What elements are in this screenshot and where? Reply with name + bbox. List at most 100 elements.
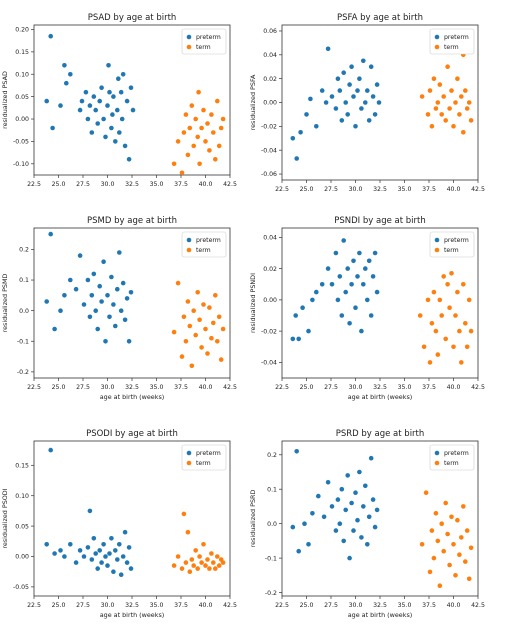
data-point [372, 250, 378, 256]
data-point [447, 106, 452, 111]
data-point [445, 282, 450, 287]
data-point [187, 569, 193, 574]
data-point [189, 557, 195, 562]
x-tick-label: 25.0 [52, 384, 66, 391]
data-point [199, 560, 204, 565]
data-point [419, 94, 425, 99]
data-point [205, 121, 210, 126]
data-point [183, 339, 189, 344]
data-point [363, 100, 368, 105]
y-tick-label: 0.15 [15, 463, 29, 470]
data-point [183, 560, 189, 565]
data-point [372, 112, 378, 117]
y-tick-label: 0.1 [267, 486, 277, 493]
legend-marker [186, 460, 192, 466]
series-preterm [290, 238, 380, 342]
data-point [105, 563, 110, 568]
data-point [87, 103, 93, 108]
data-point [457, 552, 462, 557]
data-point [52, 326, 57, 332]
data-point [463, 321, 468, 326]
data-point [339, 486, 345, 492]
data-point [423, 490, 429, 496]
data-point [339, 118, 345, 123]
data-point [209, 335, 214, 341]
data-point [357, 76, 362, 81]
x-tick-label: 30.0 [349, 602, 363, 609]
y-tick-label: 0.02 [263, 266, 277, 273]
x-tick-label: 25.0 [300, 602, 314, 609]
chart-title: PSODI by age at birth [86, 429, 178, 439]
x-tick-label: 27.5 [76, 602, 90, 609]
x-tick-label: 37.5 [174, 602, 188, 609]
y-tick-label: 0.04 [263, 52, 277, 59]
x-axis-label: age at birth (weeks) [348, 393, 413, 401]
data-point [207, 566, 212, 571]
data-point [464, 528, 470, 533]
data-point [427, 569, 433, 575]
data-point [195, 566, 200, 571]
data-point [97, 98, 102, 104]
data-point [207, 305, 212, 310]
y-tick-label: 0.00 [263, 297, 277, 304]
data-point [464, 106, 470, 111]
y-tick-label: 0.00 [15, 554, 29, 561]
data-point [120, 72, 126, 77]
data-point [333, 106, 339, 111]
data-point [122, 143, 128, 149]
data-point [52, 551, 57, 556]
data-point [351, 528, 356, 533]
data-point [455, 517, 460, 523]
data-point [425, 297, 431, 303]
data-point [376, 100, 382, 105]
data-point [431, 76, 437, 81]
data-point [81, 554, 87, 559]
data-point [335, 497, 341, 502]
data-point [300, 305, 305, 311]
data-point [427, 88, 433, 93]
x-tick-label: 37.5 [174, 181, 188, 188]
data-point [175, 554, 181, 559]
data-point [355, 274, 360, 279]
x-tick-label: 30.0 [101, 181, 115, 188]
data-point [433, 511, 439, 516]
data-point [128, 566, 134, 571]
legend-marker [186, 237, 192, 243]
legend-label: preterm [444, 450, 469, 457]
legend: preterm term [181, 231, 227, 258]
data-point [461, 282, 466, 287]
data-point [372, 524, 378, 530]
data-point [211, 560, 216, 565]
data-point [215, 339, 220, 344]
x-tick-label: 42.5 [223, 602, 237, 609]
data-point [353, 124, 358, 129]
data-point [451, 344, 456, 350]
y-tick-label: 0.00 [263, 100, 277, 107]
data-point [101, 116, 106, 122]
data-point [455, 76, 460, 81]
data-point [73, 286, 79, 292]
series-term [171, 89, 226, 176]
y-tick-label: 0.00 [15, 116, 29, 123]
data-point [77, 548, 83, 553]
data-point [349, 282, 354, 287]
data-point [431, 555, 437, 561]
data-point [179, 170, 185, 176]
data-point [193, 548, 198, 553]
data-point [341, 538, 347, 544]
data-point [183, 112, 189, 117]
legend: preterm term [429, 28, 475, 55]
data-point [95, 121, 100, 126]
data-point [189, 363, 195, 369]
data-point [337, 88, 343, 93]
data-point [437, 297, 443, 303]
data-point [203, 139, 208, 144]
data-point [199, 345, 204, 350]
data-point [429, 528, 435, 533]
data-point [109, 536, 114, 541]
legend-box [429, 28, 475, 55]
data-point [213, 566, 218, 571]
data-point [449, 514, 454, 520]
legend-marker [186, 34, 192, 40]
data-point [128, 290, 134, 295]
